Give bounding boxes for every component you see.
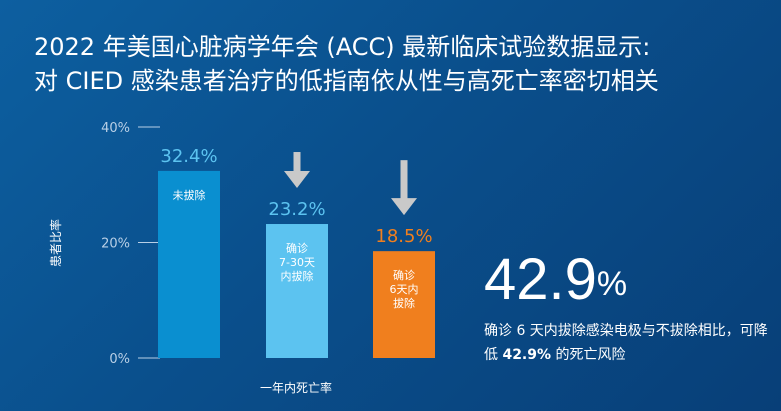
down-arrow-icon [284,152,310,189]
bar [373,251,435,358]
bar-category-label: 确诊 7-30天内拔除 [279,241,315,283]
x-axis-label: 一年内死亡率 [260,380,332,395]
big-stat-unit: % [596,265,628,303]
bar-category-label-line: 确诊 [393,268,415,282]
stat-caption-suffix: 的死亡风险 [551,347,626,363]
down-arrow-shaft [293,152,301,173]
page-title: 2022 年美国心脏病学年会 (ACC) 最新临床试验数据显示: 对 CIED … [34,30,764,98]
title-line-2: 对 CIED 感染患者治疗的低指南依从性与高死亡率密切相关 [34,67,659,95]
bar [266,224,328,358]
bar-category-label-line: 未拔除 [173,188,206,202]
bar-category-label-line: 7-30天 [279,256,315,269]
bar-category-label-line: 拔除 [393,296,415,310]
y-tick-label: 20% [101,237,130,252]
bar-category-label: 确诊 6天内拔除 [390,268,419,310]
bar [158,170,220,358]
big-stat: 42.9% [484,250,627,310]
y-tick-label: 40% [101,121,130,136]
stat-caption-bold: 42.9% [502,347,552,363]
bar-category-label: 未拔除 [173,188,206,202]
title-line-1: 2022 年美国心脏病学年会 (ACC) 最新临床试验数据显示: [34,33,651,61]
bar-category-label-line: 确诊 [286,241,308,255]
down-arrow-shaft [400,160,408,200]
big-stat-number: 42.9 [484,247,597,312]
down-arrow-icon [391,160,417,216]
down-arrow-head [391,198,417,216]
y-axis-label: 患者比率 [48,219,63,267]
y-tick-label: 0% [109,352,130,367]
stat-caption: 确诊 6 天内拔除感染电极与不拔除相比，可降低 42.9% 的死亡风险 [484,319,774,367]
bar-value-label: 32.4% [160,146,217,167]
stat-caption-prefix: 确诊 6 天内拔除感染电极与不拔除相比，可降低 [484,323,768,363]
bar-category-label-line: 6天内 [390,282,419,296]
bar-category-label-line: 内拔除 [281,269,314,283]
bar-value-label: 23.2% [268,199,325,220]
bar-value-label: 18.5% [375,226,432,247]
down-arrow-head [284,171,310,189]
